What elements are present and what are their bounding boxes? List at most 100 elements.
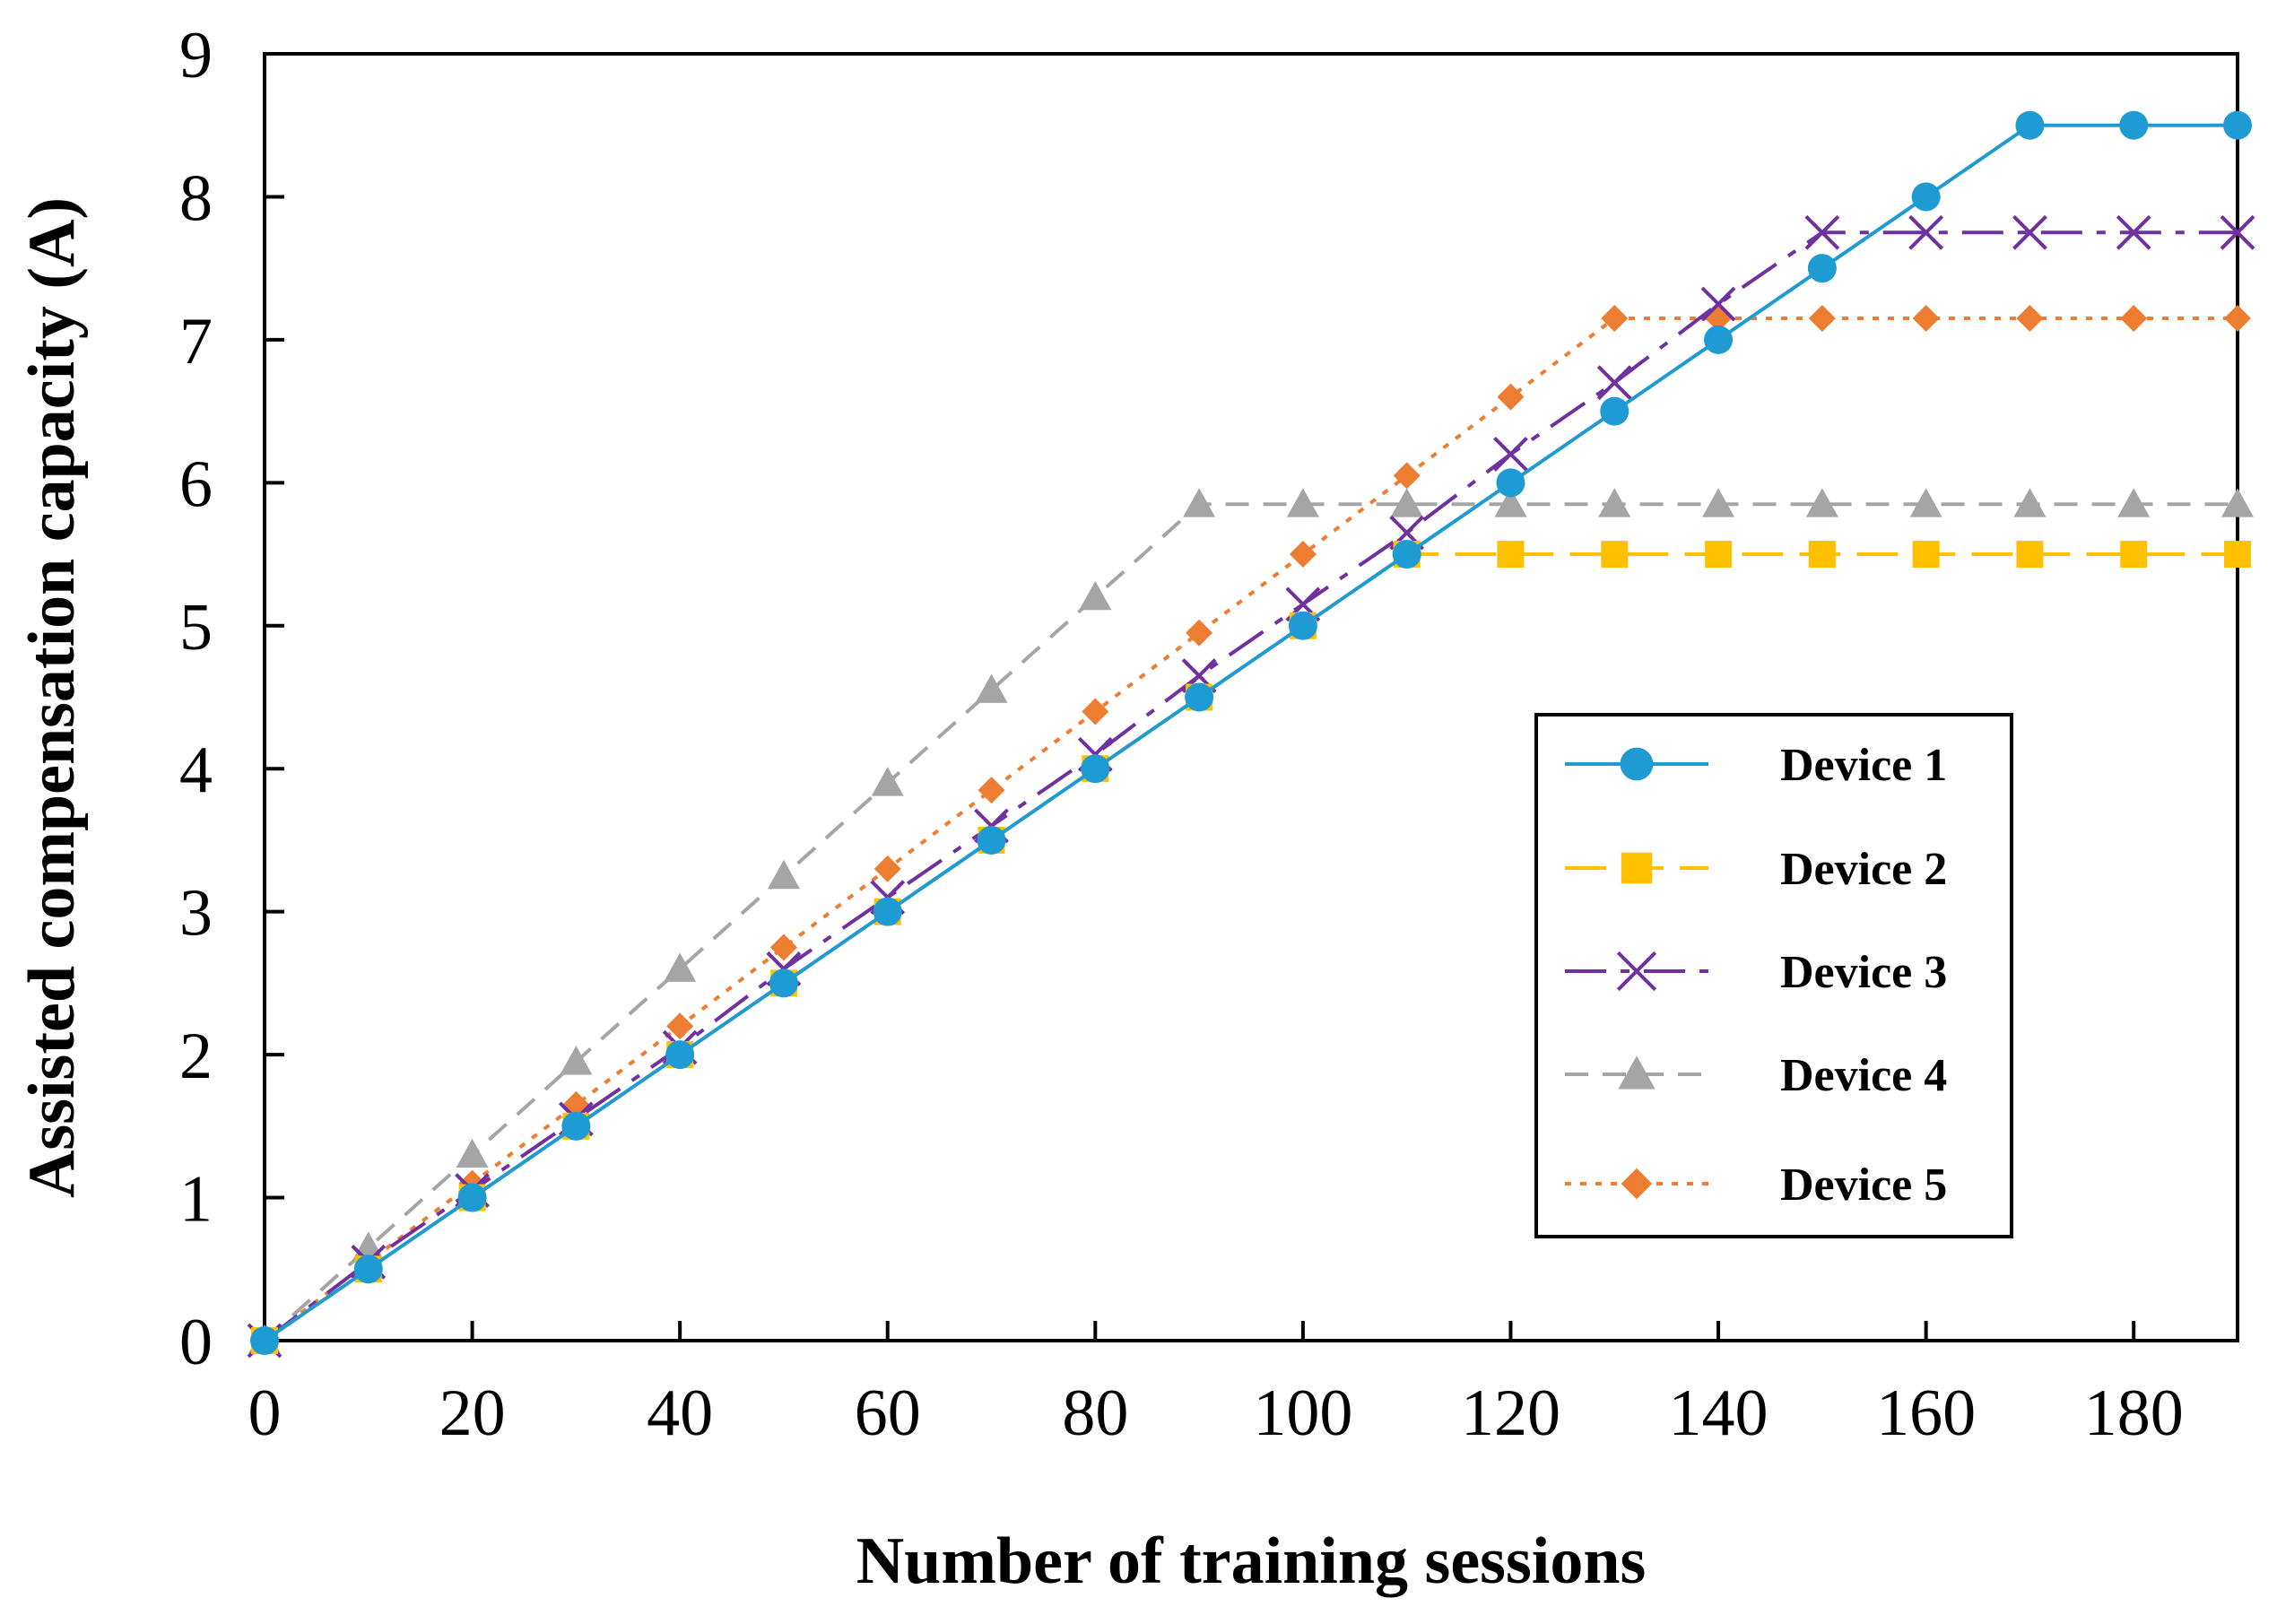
x-axis-title: Number of training sessions — [856, 1524, 1647, 1598]
x-tick-label: 180 — [2084, 1376, 2184, 1450]
data-point — [2223, 110, 2252, 140]
data-point — [1497, 541, 1525, 569]
legend-marker — [1616, 951, 1657, 992]
data-point — [1392, 540, 1421, 569]
series-layer — [247, 110, 2255, 1359]
data-point — [665, 1040, 695, 1070]
data-point — [1601, 304, 1629, 332]
x-tick-label: 60 — [855, 1376, 921, 1450]
x-tick-label: 140 — [1669, 1376, 1769, 1450]
y-tick-label: 4 — [179, 734, 213, 807]
data-point — [1912, 304, 1940, 332]
data-point — [2117, 488, 2151, 517]
data-point — [873, 897, 902, 926]
legend-marker — [1621, 1168, 1653, 1200]
legend-label: Device 1 — [1780, 740, 1947, 791]
data-point — [666, 1012, 694, 1040]
legend-frame — [1534, 713, 2013, 1238]
legend-item: Device 1 — [1565, 740, 1947, 791]
x-tick-label: 0 — [248, 1376, 282, 1450]
data-point — [1808, 541, 1836, 569]
data-point — [353, 1255, 383, 1284]
data-point — [1288, 611, 1317, 640]
data-point — [2224, 541, 2251, 569]
legend-label: Device 2 — [1780, 844, 1947, 895]
data-point — [1598, 488, 1631, 517]
data-point — [2016, 541, 2044, 569]
data-point — [1390, 488, 1423, 517]
data-point — [1289, 541, 1317, 569]
y-tick-label: 0 — [179, 1306, 213, 1379]
series-line — [263, 316, 2238, 1342]
data-point — [1494, 488, 1527, 517]
data-point — [978, 777, 1005, 804]
x-tick-label: 40 — [647, 1376, 713, 1450]
data-point — [871, 767, 904, 796]
data-point — [1805, 488, 1838, 517]
data-point — [769, 934, 797, 961]
x-tick-label: 160 — [1876, 1376, 1976, 1450]
x-tick-label: 80 — [1062, 1376, 1128, 1450]
series-line — [263, 123, 2238, 1342]
legend: Device 1 Device 2 Device 3 Device 4 Device 5 — [1534, 713, 2013, 1238]
data-point — [2119, 110, 2149, 140]
data-point — [1804, 214, 1840, 250]
data-point — [2120, 541, 2148, 569]
data-point — [457, 1183, 487, 1212]
y-tick-label: 8 — [179, 161, 213, 235]
data-point — [1911, 182, 1941, 212]
data-point — [1908, 214, 1944, 250]
data-point — [975, 673, 1008, 703]
legend-label: Device 4 — [1780, 1050, 1947, 1101]
legend-item: Device 5 — [1565, 1159, 1947, 1211]
data-point — [664, 952, 697, 982]
series-1 — [250, 110, 2252, 1355]
data-point — [1079, 580, 1112, 611]
data-point — [1600, 396, 1630, 426]
data-point — [1183, 488, 1216, 517]
x-tick-label: 100 — [1253, 1376, 1352, 1450]
legend-label: Device 3 — [1780, 947, 1947, 998]
data-point — [769, 968, 798, 998]
data-point — [1808, 304, 1836, 332]
data-point — [1081, 754, 1110, 784]
data-point — [1186, 619, 1213, 647]
data-point — [1596, 365, 1632, 401]
data-point — [1497, 383, 1525, 411]
data-point — [873, 855, 901, 882]
data-point — [1601, 541, 1629, 569]
data-point — [2013, 488, 2047, 517]
data-point — [1496, 468, 1525, 498]
data-point — [1286, 488, 1319, 517]
data-point — [1807, 254, 1837, 283]
y-axis-title: Assisted compensation capacity (A) — [15, 197, 89, 1198]
y-tick-label: 2 — [179, 1020, 213, 1093]
legend-item: Device 2 — [1565, 844, 1947, 895]
plot-area-frame — [263, 52, 2239, 1342]
data-point — [2015, 110, 2045, 140]
legend-marker — [1620, 747, 1654, 781]
series-line — [263, 502, 2238, 1342]
data-point — [2012, 214, 2047, 250]
data-point — [1393, 462, 1421, 490]
data-point — [2016, 304, 2044, 332]
data-point — [1702, 488, 1735, 517]
data-point — [767, 859, 800, 890]
data-point — [1704, 325, 1734, 354]
x-tick-label: 20 — [439, 1376, 506, 1450]
data-point — [1185, 682, 1214, 712]
x-tick-label: 120 — [1461, 1376, 1560, 1450]
y-tick-label: 6 — [179, 447, 213, 521]
data-point — [1705, 541, 1733, 569]
data-point — [561, 1111, 591, 1141]
data-point — [456, 1138, 489, 1168]
data-point — [2221, 488, 2254, 517]
x-axis: 0 20 40 60 80 100 120 140 160 180 — [248, 1321, 2184, 1450]
legend-marker — [1621, 852, 1653, 884]
data-point — [1909, 488, 1942, 517]
legend-item: Device 4 — [1565, 1050, 1947, 1101]
y-tick-label: 3 — [179, 877, 213, 951]
series-line — [263, 230, 2238, 1342]
legend-item: Device 3 — [1565, 947, 1947, 998]
